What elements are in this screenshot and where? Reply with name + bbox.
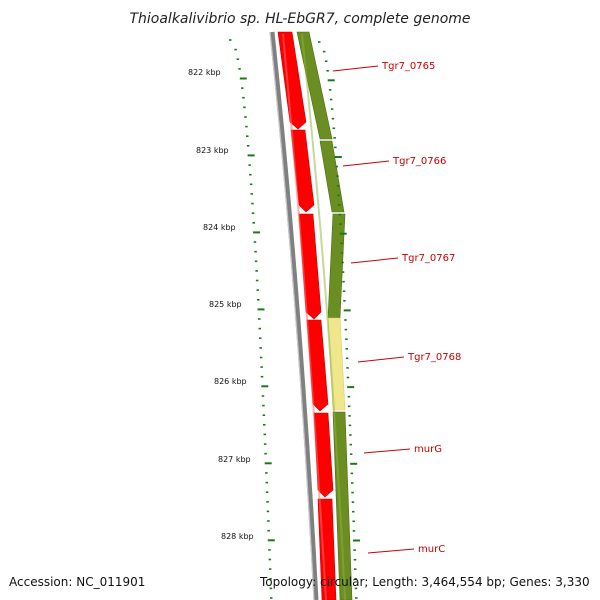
gene-leaders [332,65,415,554]
accession-text: Accession: NC_011901 [9,575,145,589]
gene-leader-line [342,160,390,167]
cds-track-red [277,31,337,600]
gene-feature[interactable] [296,31,333,140]
gene-leader-line [367,548,415,554]
gene-leader-line [363,448,411,454]
gene-label[interactable]: Tgr7_0767 [401,253,455,264]
ruler-labels: 822 kbp 823 kbp 824 kbp 825 kbp 826 kbp … [188,68,254,541]
backbone-arc [269,31,319,600]
ruler-label: 825 kbp [209,300,242,309]
ruler-ticks-left [229,39,275,599]
gene-label[interactable]: murC [418,544,445,555]
genome-summary-text: Topology: circular; Length: 3,464,554 bp… [259,575,590,589]
cds-track-shine [282,33,327,600]
gene-feature[interactable] [319,140,345,213]
gene-label[interactable]: Tgr7_0766 [392,156,446,167]
ruler-ticks-right [318,41,360,599]
map-title: Thioalkalivibrio sp. HL-EbGR7, complete … [129,11,470,27]
ruler-label: 827 kbp [218,455,251,464]
backbone-arc-highlight [269,31,315,600]
gene-leader-line [357,356,405,363]
gene-label[interactable]: murG [414,444,442,455]
gene-labels: Tgr7_0765 Tgr7_0766 Tgr7_0767 Tgr7_0768 … [381,61,461,555]
gene-track-olive [296,31,353,600]
gene-label[interactable]: Tgr7_0768 [407,352,461,363]
gene-leader-line [350,257,399,264]
ruler-label: 826 kbp [214,377,247,386]
ruler-label: 823 kbp [196,146,229,155]
gene-feature[interactable] [327,213,346,319]
ruler-label: 824 kbp [203,223,236,232]
ruler-label: 828 kbp [221,532,254,541]
gene-leader-line [332,65,379,72]
gene-track-shine [301,33,346,600]
cds-feature[interactable] [317,498,337,600]
gene-label[interactable]: Tgr7_0765 [381,61,435,72]
ruler-label: 822 kbp [188,68,221,77]
